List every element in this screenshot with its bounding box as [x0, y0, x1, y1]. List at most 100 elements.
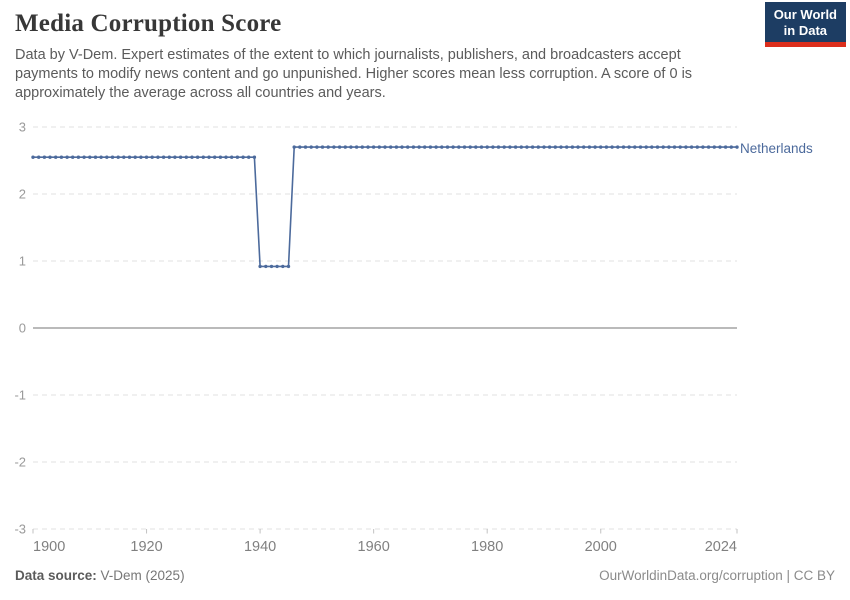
data-point[interactable] — [536, 145, 540, 149]
data-point[interactable] — [349, 145, 353, 149]
data-point[interactable] — [235, 155, 240, 159]
data-point[interactable] — [650, 145, 654, 149]
data-point[interactable] — [633, 145, 637, 149]
data-point[interactable] — [65, 155, 69, 159]
data-point[interactable] — [468, 145, 472, 149]
data-point[interactable] — [161, 155, 166, 159]
data-point[interactable] — [547, 145, 552, 149]
data-point[interactable] — [48, 155, 52, 159]
data-point[interactable] — [173, 155, 177, 159]
data-point[interactable] — [400, 145, 404, 149]
data-point[interactable] — [542, 145, 546, 149]
data-point[interactable] — [218, 155, 223, 159]
data-point[interactable] — [252, 155, 257, 159]
data-point[interactable] — [576, 145, 580, 149]
data-point[interactable] — [269, 264, 274, 269]
data-point[interactable] — [241, 155, 245, 159]
data-point[interactable] — [156, 155, 160, 159]
data-point[interactable] — [508, 145, 512, 149]
data-point[interactable] — [423, 145, 427, 149]
data-source-note[interactable]: Data source: V-Dem (2025) — [15, 568, 185, 583]
data-point[interactable] — [127, 155, 132, 159]
data-point[interactable] — [565, 145, 569, 149]
license-link[interactable]: OurWorldinData.org/corruption | CC BY — [599, 568, 835, 583]
data-point[interactable] — [116, 155, 120, 159]
data-point[interactable] — [320, 145, 325, 149]
data-point[interactable] — [582, 145, 586, 149]
data-point[interactable] — [406, 145, 410, 149]
data-point[interactable] — [42, 155, 47, 159]
data-point[interactable] — [434, 145, 438, 149]
data-point[interactable] — [337, 145, 342, 149]
data-point[interactable] — [286, 264, 291, 269]
data-point[interactable] — [610, 145, 614, 149]
data-point[interactable] — [144, 155, 149, 159]
data-point[interactable] — [150, 155, 154, 159]
data-point[interactable] — [167, 155, 171, 159]
data-point[interactable] — [315, 145, 319, 149]
data-point[interactable] — [71, 155, 75, 159]
data-point[interactable] — [559, 145, 563, 149]
data-point[interactable] — [604, 145, 609, 149]
data-point[interactable] — [553, 145, 557, 149]
data-point[interactable] — [667, 145, 671, 149]
owid-logo[interactable]: Our World in Data — [764, 2, 846, 48]
data-point[interactable] — [76, 155, 81, 159]
data-point[interactable] — [599, 145, 603, 149]
data-point[interactable] — [587, 145, 592, 149]
data-point[interactable] — [513, 145, 518, 149]
data-point[interactable] — [343, 145, 347, 149]
data-point[interactable] — [570, 145, 575, 149]
data-point[interactable] — [275, 264, 279, 269]
data-point[interactable] — [133, 155, 137, 159]
data-point[interactable] — [201, 155, 205, 159]
data-point[interactable] — [389, 145, 393, 149]
data-point[interactable] — [37, 155, 41, 159]
data-point[interactable] — [190, 155, 194, 159]
data-point[interactable] — [701, 145, 705, 149]
data-point[interactable] — [638, 145, 643, 149]
data-point[interactable] — [59, 155, 64, 159]
data-point[interactable] — [655, 145, 660, 149]
data-point[interactable] — [627, 145, 631, 149]
data-point[interactable] — [54, 155, 58, 159]
data-point[interactable] — [360, 145, 364, 149]
data-point[interactable] — [428, 145, 433, 149]
data-point[interactable] — [207, 155, 211, 159]
data-point[interactable] — [474, 145, 478, 149]
data-point[interactable] — [371, 145, 376, 149]
data-point[interactable] — [264, 264, 268, 269]
data-point[interactable] — [377, 145, 381, 149]
data-point[interactable] — [122, 155, 126, 159]
data-point[interactable] — [684, 145, 688, 149]
data-point[interactable] — [88, 155, 92, 159]
data-point[interactable] — [247, 155, 251, 159]
data-point[interactable] — [394, 145, 399, 149]
data-point[interactable] — [178, 155, 183, 159]
data-point[interactable] — [230, 155, 234, 159]
data-point[interactable] — [298, 145, 302, 149]
data-point[interactable] — [110, 155, 115, 159]
series-label-netherlands[interactable]: Netherlands — [740, 141, 813, 156]
data-point[interactable] — [672, 145, 677, 149]
data-point[interactable] — [491, 145, 495, 149]
data-point[interactable] — [644, 145, 648, 149]
data-point[interactable] — [332, 145, 336, 149]
data-point[interactable] — [525, 145, 529, 149]
data-point[interactable] — [93, 155, 98, 159]
data-point[interactable] — [139, 155, 143, 159]
data-point[interactable] — [82, 155, 86, 159]
data-point[interactable] — [462, 145, 467, 149]
data-point[interactable] — [258, 264, 262, 269]
data-point[interactable] — [485, 145, 489, 149]
data-point[interactable] — [213, 155, 217, 159]
data-point[interactable] — [292, 145, 296, 149]
data-point[interactable] — [502, 145, 506, 149]
data-point[interactable] — [621, 145, 626, 149]
data-point[interactable] — [616, 145, 620, 149]
data-point[interactable] — [530, 145, 535, 149]
data-point[interactable] — [689, 145, 694, 149]
data-point[interactable] — [457, 145, 461, 149]
data-point[interactable] — [712, 145, 716, 149]
data-point[interactable] — [383, 145, 387, 149]
